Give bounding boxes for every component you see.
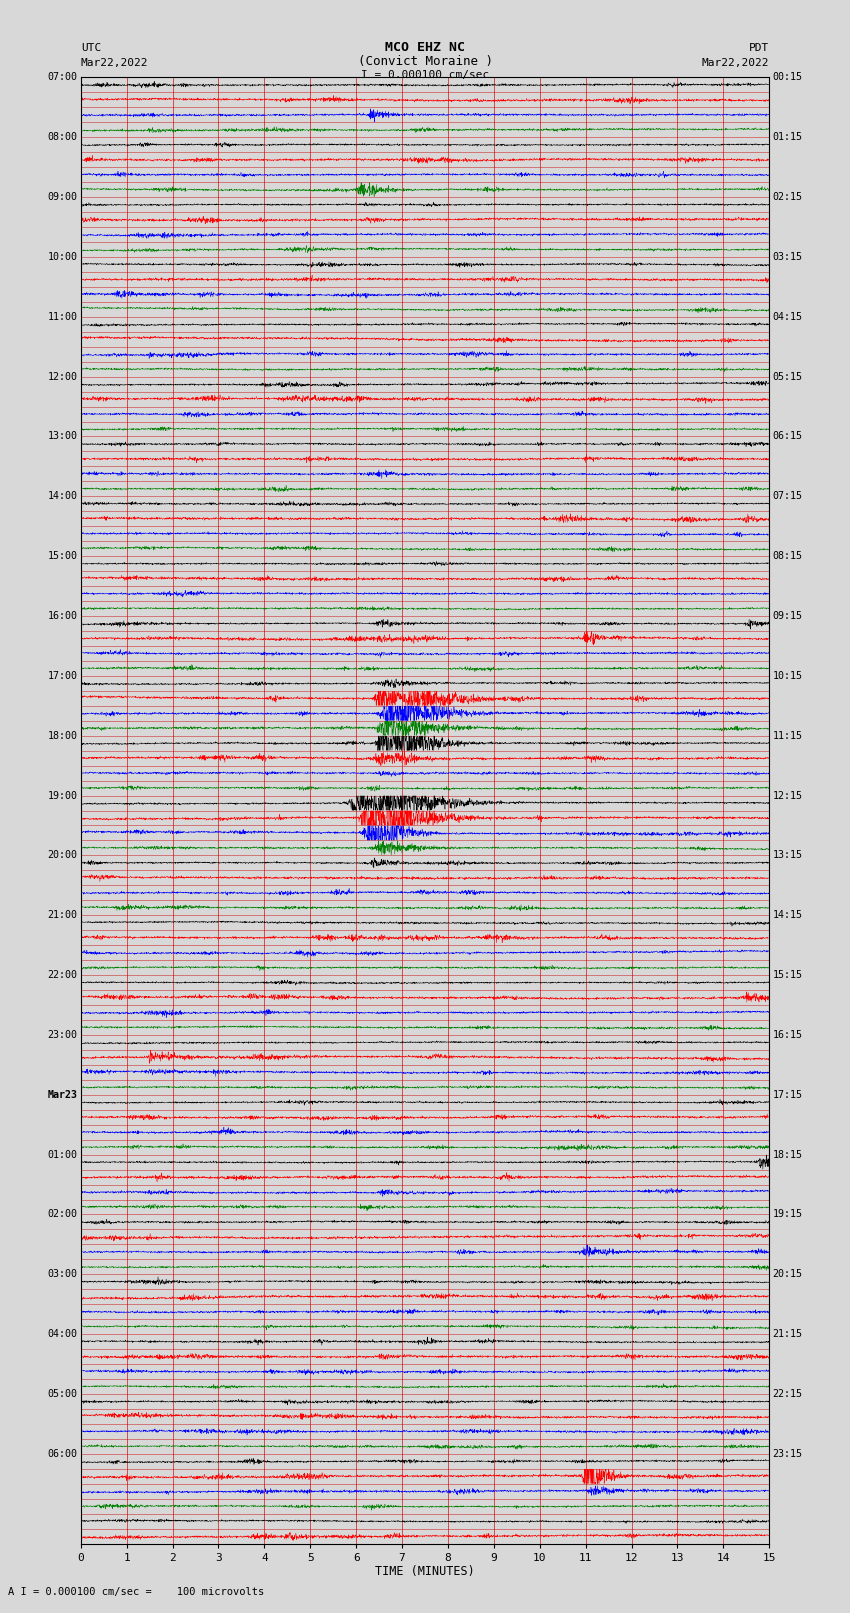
Text: 23:15: 23:15 (773, 1448, 802, 1458)
Text: 12:00: 12:00 (48, 371, 77, 382)
Text: 08:00: 08:00 (48, 132, 77, 142)
Text: 13:00: 13:00 (48, 432, 77, 442)
Text: 05:00: 05:00 (48, 1389, 77, 1398)
Text: 14:15: 14:15 (773, 910, 802, 921)
Text: 10:15: 10:15 (773, 671, 802, 681)
Text: 10:00: 10:00 (48, 252, 77, 261)
Text: 18:00: 18:00 (48, 731, 77, 740)
Text: 13:15: 13:15 (773, 850, 802, 860)
Text: 19:00: 19:00 (48, 790, 77, 800)
Text: 15:15: 15:15 (773, 969, 802, 981)
Text: 04:15: 04:15 (773, 311, 802, 323)
Text: 07:15: 07:15 (773, 492, 802, 502)
Text: 23:00: 23:00 (48, 1031, 77, 1040)
Text: 02:15: 02:15 (773, 192, 802, 202)
Text: UTC: UTC (81, 44, 101, 53)
Text: 01:00: 01:00 (48, 1150, 77, 1160)
Text: 06:15: 06:15 (773, 432, 802, 442)
Text: 22:15: 22:15 (773, 1389, 802, 1398)
Text: 06:00: 06:00 (48, 1448, 77, 1458)
Text: 07:00: 07:00 (48, 73, 77, 82)
Text: 03:15: 03:15 (773, 252, 802, 261)
Text: 16:00: 16:00 (48, 611, 77, 621)
Text: 16:15: 16:15 (773, 1031, 802, 1040)
Text: 03:00: 03:00 (48, 1269, 77, 1279)
Text: 01:15: 01:15 (773, 132, 802, 142)
Text: 22:00: 22:00 (48, 969, 77, 981)
Text: 17:15: 17:15 (773, 1090, 802, 1100)
Text: A I = 0.000100 cm/sec =    100 microvolts: A I = 0.000100 cm/sec = 100 microvolts (8, 1587, 264, 1597)
Text: MCO EHZ NC: MCO EHZ NC (385, 40, 465, 53)
Text: 18:15: 18:15 (773, 1150, 802, 1160)
Text: I = 0.000100 cm/sec: I = 0.000100 cm/sec (361, 69, 489, 79)
Text: 08:15: 08:15 (773, 552, 802, 561)
Text: 02:00: 02:00 (48, 1210, 77, 1219)
Text: 20:15: 20:15 (773, 1269, 802, 1279)
Text: PDT: PDT (749, 44, 769, 53)
Text: Mar22,2022: Mar22,2022 (702, 58, 769, 68)
Text: 11:15: 11:15 (773, 731, 802, 740)
Text: 21:00: 21:00 (48, 910, 77, 921)
Text: 17:00: 17:00 (48, 671, 77, 681)
Text: 20:00: 20:00 (48, 850, 77, 860)
Text: 15:00: 15:00 (48, 552, 77, 561)
Text: Mar22,2022: Mar22,2022 (81, 58, 148, 68)
Text: 14:00: 14:00 (48, 492, 77, 502)
Text: 05:15: 05:15 (773, 371, 802, 382)
Text: Mar23: Mar23 (48, 1090, 77, 1100)
Text: 21:15: 21:15 (773, 1329, 802, 1339)
Text: 19:15: 19:15 (773, 1210, 802, 1219)
Text: (Convict Moraine ): (Convict Moraine ) (358, 55, 492, 68)
Text: 09:15: 09:15 (773, 611, 802, 621)
Text: 09:00: 09:00 (48, 192, 77, 202)
Text: 12:15: 12:15 (773, 790, 802, 800)
Text: 04:00: 04:00 (48, 1329, 77, 1339)
Text: 00:15: 00:15 (773, 73, 802, 82)
X-axis label: TIME (MINUTES): TIME (MINUTES) (375, 1566, 475, 1579)
Text: 11:00: 11:00 (48, 311, 77, 323)
